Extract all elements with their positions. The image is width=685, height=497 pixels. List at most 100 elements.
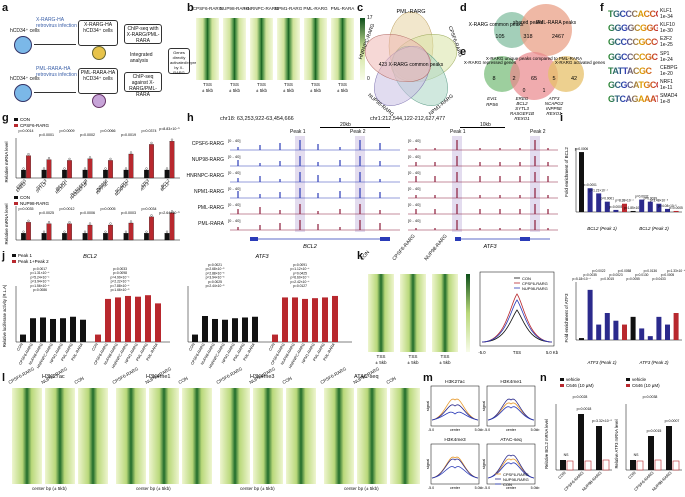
motif-name: SP1 — [660, 50, 670, 57]
p-value: p=0.0035 — [18, 207, 33, 211]
venn-e-n4: 5 — [552, 76, 555, 82]
x-tick-label: 5.0kb — [475, 428, 484, 432]
genes-box: Genes directly activated/repressed by X-… — [168, 48, 205, 75]
data-point — [165, 230, 169, 233]
bar — [222, 319, 228, 342]
profile-line — [487, 398, 535, 421]
track-signal — [230, 172, 558, 183]
region-2: chr1:212,544,122-212,627,477 — [370, 116, 446, 122]
track-range: [0 - 40] — [408, 202, 421, 207]
data-point — [42, 167, 46, 170]
p-value: p=0.0425 — [293, 271, 307, 275]
data-point — [88, 222, 92, 225]
panel-l: H3K27ac CPSF6-RARG NUP98-RARG CON center bp … — [4, 366, 422, 496]
exon — [250, 237, 258, 241]
p-value: p=0.0058 — [618, 269, 632, 273]
p-value: p=2.64×10⁻⁵ — [159, 211, 180, 215]
legend-swatch — [12, 260, 16, 263]
venn-e-gene-mid-1: BCL2 — [516, 101, 528, 106]
scale-min: 0 — [367, 76, 370, 82]
bar — [613, 320, 619, 340]
subplot-title: H3K4me3 — [444, 437, 466, 443]
venn-e-n3: 65 — [531, 76, 537, 82]
profile-line — [431, 398, 479, 421]
motif-pvalue: 1e-25 — [660, 42, 673, 49]
tube-1 — [14, 36, 32, 54]
data-point — [22, 167, 25, 170]
tube-2 — [14, 84, 32, 102]
x-tick-label: 5.0kb — [531, 428, 540, 432]
data-point — [170, 138, 174, 141]
data-point — [47, 157, 51, 160]
venn-d-shared-label: shared peaks — [513, 20, 544, 26]
p-value: p=2.44×10⁻⁵ — [206, 284, 226, 288]
heatmap-kb: ± 5kb — [201, 88, 214, 93]
motif-name: CEBPG — [660, 64, 678, 71]
heatmap-kb: ± 5kb — [282, 88, 295, 93]
heatmap-col — [250, 18, 273, 80]
heatmap-tss: TSS — [284, 82, 293, 87]
track-range: [0 - 40] — [228, 218, 241, 223]
bar — [192, 334, 198, 342]
scale-1: 20kb — [340, 122, 351, 128]
panel-i-charts: Fold enrichment of BCL2 p=0.0006p=0.0001p… — [564, 147, 685, 365]
track-range: [0 - 40] — [228, 138, 241, 143]
venn-e-gene-right-3: REXO1 — [546, 111, 562, 116]
bar — [604, 201, 610, 212]
data-point — [109, 222, 112, 225]
heatmap-col — [196, 18, 219, 80]
p-value: p=1.21×10⁻⁴ — [590, 188, 609, 192]
bar — [587, 289, 593, 340]
venn-e-gene-left-1: RPS6 — [486, 102, 498, 107]
bar — [41, 233, 47, 241]
heatmap-col — [286, 388, 316, 484]
data-point — [22, 230, 25, 233]
panel-label-l: l — [2, 372, 6, 384]
bar — [639, 199, 645, 212]
subplot-title: ATAC-seq — [500, 437, 522, 443]
motif-pvalue: 1e-8 — [660, 99, 671, 106]
bar — [149, 144, 154, 179]
legend-label: CON — [503, 482, 512, 487]
heatmap-col — [368, 274, 394, 352]
legend-label: C646 (10 μM) — [632, 383, 660, 388]
heatmap-kb: ± 5kb — [309, 88, 322, 93]
p-value: p=2.42×10⁻⁴ — [291, 280, 311, 284]
bar — [648, 436, 654, 470]
x-axis-label: center bp (± 5kb) — [136, 486, 171, 491]
p-value: p=0.0005 — [661, 273, 675, 277]
heatmap-col — [45, 388, 75, 484]
motif-pvalue: 1e-24 — [660, 56, 673, 63]
profile-line — [481, 293, 553, 343]
p-value: p=0.0017 — [33, 267, 47, 271]
p-value: p=0.0005 — [100, 207, 115, 211]
p-value: p=0.0039 — [644, 197, 658, 201]
panel-label-n: n — [540, 372, 547, 384]
motif-name: SMAD4 — [660, 93, 678, 100]
x-tick-label: center — [506, 486, 517, 490]
p-value: p=0.0086 — [33, 288, 47, 292]
data-point — [83, 230, 87, 233]
legend-label: CPSF6-RARG — [503, 472, 529, 477]
track-signal — [230, 188, 558, 199]
arrow-2 — [34, 92, 76, 93]
panel-e-venn: X-RARG repressed genes X-RARG unique pea… — [464, 52, 606, 121]
bar — [656, 316, 662, 340]
bar — [242, 317, 248, 342]
data-point — [109, 157, 112, 160]
motif-logo: GGGGCGGGGGCG — [608, 23, 658, 34]
x-tick-label: center — [450, 428, 461, 432]
data-point — [124, 167, 128, 170]
x-tick-label: 5.0kb — [475, 486, 484, 490]
profile-line — [487, 454, 535, 479]
heatmap-kb: ± 5kb — [228, 88, 241, 93]
venn-e-gene-right-1: NCAPG2 — [545, 101, 564, 106]
gene-name: BCL2 — [303, 244, 317, 250]
bar — [30, 318, 36, 342]
heatmap-col — [277, 18, 300, 80]
bar — [82, 233, 88, 241]
highlight — [355, 136, 365, 232]
p-value: p=3.48×10⁻⁵ — [650, 199, 669, 203]
venn-center-label: 423 X-RARG common peaks — [379, 62, 444, 68]
scale-bar — [466, 274, 470, 352]
